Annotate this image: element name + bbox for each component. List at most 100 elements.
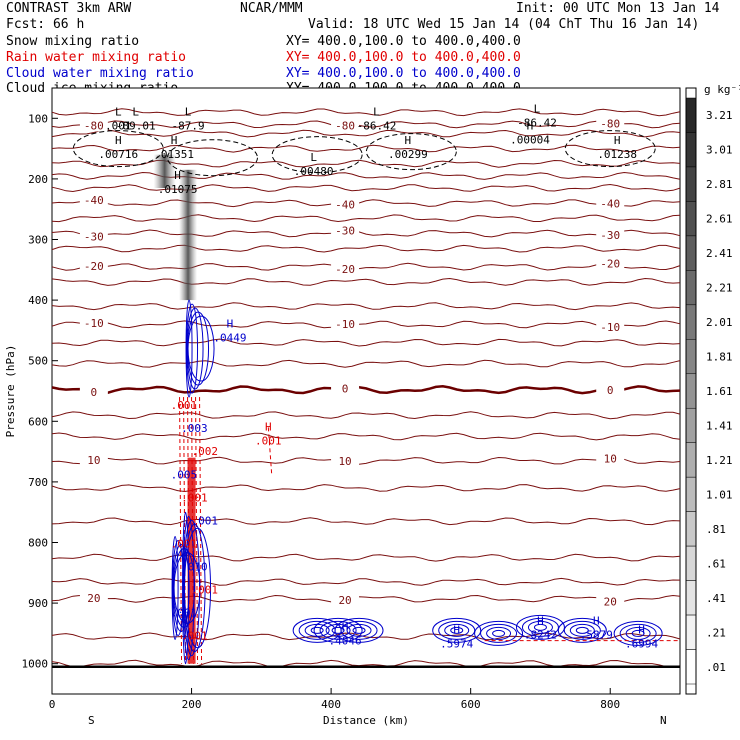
isotherm-label: -80: [600, 117, 620, 130]
snow-contour: [271, 136, 363, 174]
cloud-water-contour: [619, 623, 657, 643]
small-value-label: .010: [181, 560, 208, 573]
legend-rain-xy: XY= 400.0,100.0 to 400.0,400.0: [286, 50, 521, 65]
colorbar-cell: [685, 97, 697, 133]
colorbar-label: .01: [706, 661, 726, 674]
center-label: NCAR/MMM: [240, 1, 303, 16]
extremum-value: .4046: [329, 634, 362, 647]
colorbar-cell: [685, 511, 697, 547]
extremum-value: .0449: [213, 331, 246, 344]
small-value-label: .003: [181, 422, 208, 435]
y-tick-label: 700: [28, 476, 48, 489]
cloud-ice-plume: [179, 169, 198, 301]
cloud-water-contour: [575, 626, 589, 634]
colorbar-label: 2.81: [706, 178, 733, 191]
extremum-value: .01238: [597, 148, 637, 161]
legend-snow: Snow mixing ratio: [6, 34, 140, 49]
colorbar-label: 2.41: [706, 247, 733, 260]
x-axis-title: Distance (km): [323, 714, 409, 727]
x-tick-label: 200: [182, 698, 202, 711]
small-value-label: .001: [171, 606, 198, 619]
temperature-contour: [51, 183, 681, 193]
extremum-type: L: [373, 105, 380, 118]
extremum-type: H: [614, 134, 621, 147]
extremum-type: H: [342, 620, 349, 633]
extremum-value: .00004: [510, 133, 550, 146]
isotherm-label: 20: [604, 596, 617, 609]
y-tick-label: 300: [28, 234, 48, 247]
x-end-label-left: S: [88, 714, 95, 727]
isotherm-label-bg: [596, 320, 625, 333]
extremum-value: .5974: [440, 637, 473, 650]
isotherm-label-bg: [331, 263, 360, 276]
isotherm-label-bg: [331, 119, 360, 132]
y-tick-label: 400: [28, 294, 48, 307]
isotherm-label: 0: [342, 383, 349, 396]
snow-contour: [564, 130, 656, 168]
y-axis-title: Pressure (hPa): [4, 345, 17, 438]
isotherm-label: -40: [335, 199, 355, 212]
plot-frame: [51, 87, 681, 695]
isotherm--80: [51, 120, 681, 129]
extremum-value: .00716: [98, 148, 138, 161]
colorbar-label: 1.41: [706, 419, 733, 432]
y-tick-label: 1000: [22, 658, 49, 671]
colorbar-cell: [685, 476, 697, 512]
isotherm-label-bg: [79, 119, 108, 132]
temperature-contour: [51, 553, 681, 562]
temperature-contour: [51, 517, 681, 526]
legend-rain: Rain water mixing ratio: [6, 50, 187, 65]
isotherm-0: [51, 385, 681, 395]
temperature-contour: [51, 214, 681, 223]
y-tick-label: 900: [28, 597, 48, 610]
isotherm-label-bg: [79, 453, 108, 466]
y-tick-label: 800: [28, 537, 48, 550]
extremum-value: .6994: [625, 637, 658, 650]
cloud-water-contour: [521, 617, 559, 637]
extremum-type: L: [132, 105, 139, 118]
isotherm-10: [51, 456, 681, 465]
isotherm-label: 10: [87, 454, 100, 467]
init-time: Init: 00 UTC Mon 13 Jan 14: [516, 1, 720, 16]
cloud-water-contour: [352, 626, 366, 634]
temperature-contour: [51, 632, 681, 641]
temperature-contour: [51, 302, 681, 311]
isotherm-label: -20: [84, 260, 104, 273]
isotherm-label-bg: [331, 224, 360, 237]
colorbar-cell: [685, 132, 697, 168]
isotherm-label: -80: [335, 120, 355, 133]
colorbar-cell: [685, 614, 697, 650]
isotherm-label: 20: [87, 592, 100, 605]
small-value-label: .005: [171, 468, 198, 481]
colorbar-label: 3.01: [706, 144, 733, 157]
small-value-label: .001: [171, 399, 198, 412]
cloud-water-contour: [438, 620, 476, 640]
isotherm-label-bg: [331, 198, 360, 211]
colorbar-cell: [685, 580, 697, 616]
extremum-type: L: [185, 105, 192, 118]
colorbar-cell: [685, 339, 697, 375]
temperature-contour: [51, 338, 681, 347]
isotherm-label-bg: [79, 592, 108, 605]
extremum-type: H: [174, 169, 181, 182]
extremum-value: .001: [105, 119, 132, 132]
colorbar-label: .41: [706, 592, 726, 605]
rain-contour: [267, 427, 273, 476]
colorbar-label: 2.01: [706, 316, 733, 329]
extremum-type: H: [265, 420, 272, 433]
extremum-value: -87.9: [172, 119, 205, 132]
isotherm-label: -10: [335, 318, 355, 331]
isotherm--20: [51, 262, 681, 271]
isotherm-label: -40: [600, 198, 620, 211]
isotherm--40: [51, 199, 681, 208]
valid-time: Valid: 18 UTC Wed 15 Jan 14 (04 ChT Thu …: [308, 17, 700, 32]
cloud-water-contour: [432, 617, 482, 643]
cloud-water-contour: [187, 315, 215, 382]
temperature-contour: [51, 359, 681, 368]
isotherm-label-bg: [331, 318, 360, 331]
temperature-contour: [51, 129, 681, 138]
isotherm-label-bg: [596, 117, 625, 130]
isotherm-label-bg: [79, 385, 108, 398]
isotherm-label: -20: [600, 258, 620, 271]
